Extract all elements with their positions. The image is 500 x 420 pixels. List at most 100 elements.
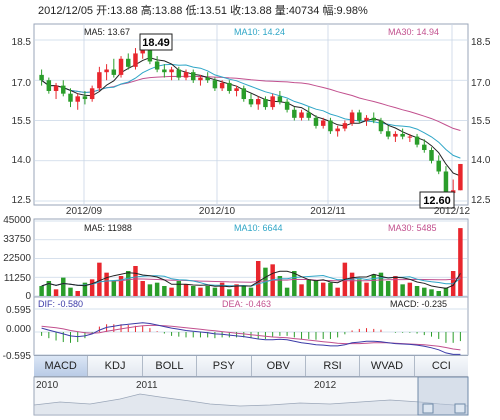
volume-bar — [349, 272, 355, 296]
candle — [385, 125, 391, 140]
dif-label: DIF: -0.580 — [38, 299, 83, 309]
volume-bar — [335, 287, 340, 296]
volume-ma30-label: MA30: 5485 — [388, 223, 437, 233]
candle-body — [126, 58, 131, 67]
price-panel-frame — [33, 23, 469, 206]
candle-body — [241, 88, 247, 100]
tab-psy[interactable]: PSY — [197, 356, 252, 376]
header-close-label: 收: — [230, 3, 244, 17]
volume-panel: MA5: 11988 MA10: 6644 MA30: 5485 45000 3… — [3, 215, 469, 302]
volume-bar — [205, 286, 210, 296]
candle-body — [162, 69, 167, 73]
price-y-tick-left: 15.5 — [12, 116, 32, 127]
price-ma10-label: MA10: 14.24 — [234, 27, 285, 37]
candle — [436, 155, 441, 175]
candle-body — [227, 82, 232, 91]
volume-y-tick: 0 — [25, 291, 31, 302]
price-y-tick-right: 14.0 — [471, 155, 491, 166]
candle-body — [385, 131, 391, 137]
tab-kdj[interactable]: KDJ — [88, 356, 143, 376]
tab-macd[interactable]: MACD — [34, 356, 89, 376]
candle — [277, 90, 283, 105]
dea-label: DEA: -0.463 — [222, 299, 271, 309]
candle-body — [169, 69, 174, 73]
volume-bar — [277, 276, 283, 296]
candlesticks — [39, 40, 463, 199]
max-price-callout-box — [139, 33, 173, 51]
candle — [393, 131, 398, 142]
volume-bar — [39, 286, 44, 296]
volume-y-tick: 11250 — [4, 273, 32, 284]
candle-body — [400, 133, 405, 137]
ma5-line — [41, 57, 461, 177]
volume-bar — [176, 281, 182, 296]
navigator-right-handle[interactable] — [454, 403, 466, 414]
candle — [364, 115, 369, 126]
candle-body — [429, 150, 434, 161]
volume-ma5-line — [41, 270, 461, 289]
volume-bar — [111, 281, 117, 296]
candle-body — [140, 48, 145, 54]
min-price-callout-text: 12.60 — [423, 195, 451, 207]
candle — [292, 107, 297, 121]
volume-bar — [97, 262, 102, 296]
volume-bar — [118, 276, 124, 296]
volume-bar — [162, 286, 167, 296]
max-price-callout-text: 18.49 — [142, 37, 170, 49]
candle-body — [292, 109, 297, 118]
tab-rsi[interactable]: RSI — [306, 356, 361, 376]
header-change-label: 幅: — [322, 4, 336, 17]
candle — [357, 109, 362, 124]
header-open: 13.88 — [110, 5, 141, 17]
header-low-label: 低: — [185, 4, 199, 17]
candle-body — [219, 82, 225, 89]
candle — [342, 120, 348, 132]
volume-bar — [255, 261, 261, 296]
candle — [458, 163, 463, 191]
volume-bar — [234, 284, 239, 296]
candle — [82, 90, 88, 105]
candle-body — [111, 69, 117, 75]
header-close: 13.88 — [244, 5, 275, 17]
timeline-navigator[interactable]: 2010 2011 2012 — [33, 376, 469, 416]
volume-moving-averages — [41, 270, 461, 289]
x-tick-label: 2012/09 — [66, 206, 103, 217]
candle — [248, 93, 254, 108]
candle-body — [205, 77, 210, 81]
candle-body — [190, 72, 196, 81]
min-price-callout: 12.60 — [419, 191, 455, 209]
macd-y-tick: 0.595 — [6, 305, 31, 316]
candle-body — [147, 48, 153, 62]
candle — [205, 72, 210, 83]
volume-bar — [371, 274, 376, 296]
tab-boll[interactable]: BOLL — [143, 356, 198, 376]
tab-cci[interactable]: CCI — [431, 360, 451, 372]
volume-bar — [198, 287, 203, 296]
candle — [154, 56, 160, 73]
tab-wvad[interactable]: WVAD — [360, 356, 415, 376]
candle-body — [335, 128, 340, 132]
volume-y-tick: 33750 — [3, 234, 31, 245]
header-high: 13.88 — [155, 5, 186, 17]
candle — [284, 99, 290, 113]
navigator-left-handle[interactable] — [422, 403, 434, 414]
candle — [104, 64, 109, 81]
candle-body — [61, 85, 66, 94]
candle — [212, 77, 218, 91]
volume-bar — [61, 277, 66, 296]
price-y-tick-right: 15.5 — [471, 116, 491, 127]
volume-bar — [75, 291, 80, 296]
volume-bar — [306, 279, 312, 296]
candle — [198, 74, 203, 86]
volume-bar — [436, 291, 441, 296]
candle — [39, 69, 44, 86]
candle-body — [39, 74, 44, 81]
price-y-tick-left: 17.0 — [12, 78, 32, 89]
candle-body — [393, 133, 398, 137]
candle-body — [277, 96, 283, 102]
tab-obv[interactable]: OBV — [252, 356, 306, 376]
candle — [118, 56, 124, 78]
candle — [255, 96, 261, 110]
candle — [429, 147, 434, 164]
